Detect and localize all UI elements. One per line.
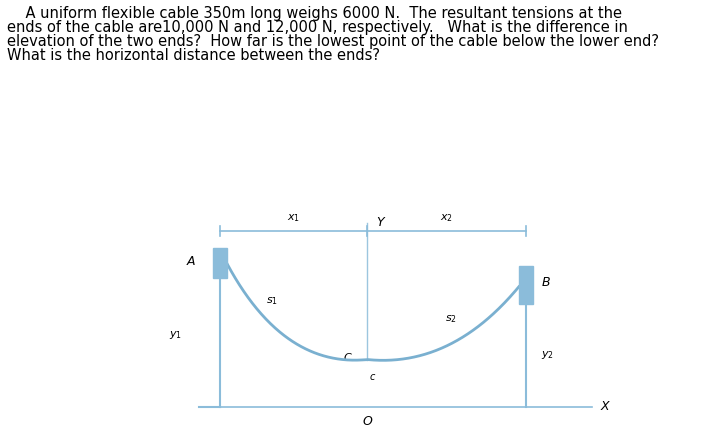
Text: elevation of the two ends?  How far is the lowest point of the cable below the l: elevation of the two ends? How far is th… [7,34,660,49]
FancyBboxPatch shape [213,248,227,278]
Text: $B$: $B$ [541,276,551,289]
Text: What is the horizontal distance between the ends?: What is the horizontal distance between … [7,48,380,63]
Text: $x_1$: $x_1$ [287,212,300,223]
Text: $x_2$: $x_2$ [440,212,453,223]
FancyBboxPatch shape [519,265,533,304]
Text: ends of the cable are10,000 N and 12,000 N, respectively.   What is the differen: ends of the cable are10,000 N and 12,000… [7,20,628,36]
Text: $O$: $O$ [361,415,373,428]
Text: $s_1$: $s_1$ [266,295,278,306]
Text: $y_1$: $y_1$ [168,329,182,341]
Text: $c$: $c$ [369,372,377,382]
Text: $X$: $X$ [600,400,611,413]
Text: $y_2$: $y_2$ [541,349,554,361]
Text: A uniform flexible cable 350m long weighs 6000 N.  The resultant tensions at the: A uniform flexible cable 350m long weigh… [7,6,622,21]
Text: $s_2$: $s_2$ [446,313,457,325]
Text: $A$: $A$ [186,255,196,268]
Text: $C$: $C$ [343,351,353,363]
Text: $Y$: $Y$ [376,216,386,229]
